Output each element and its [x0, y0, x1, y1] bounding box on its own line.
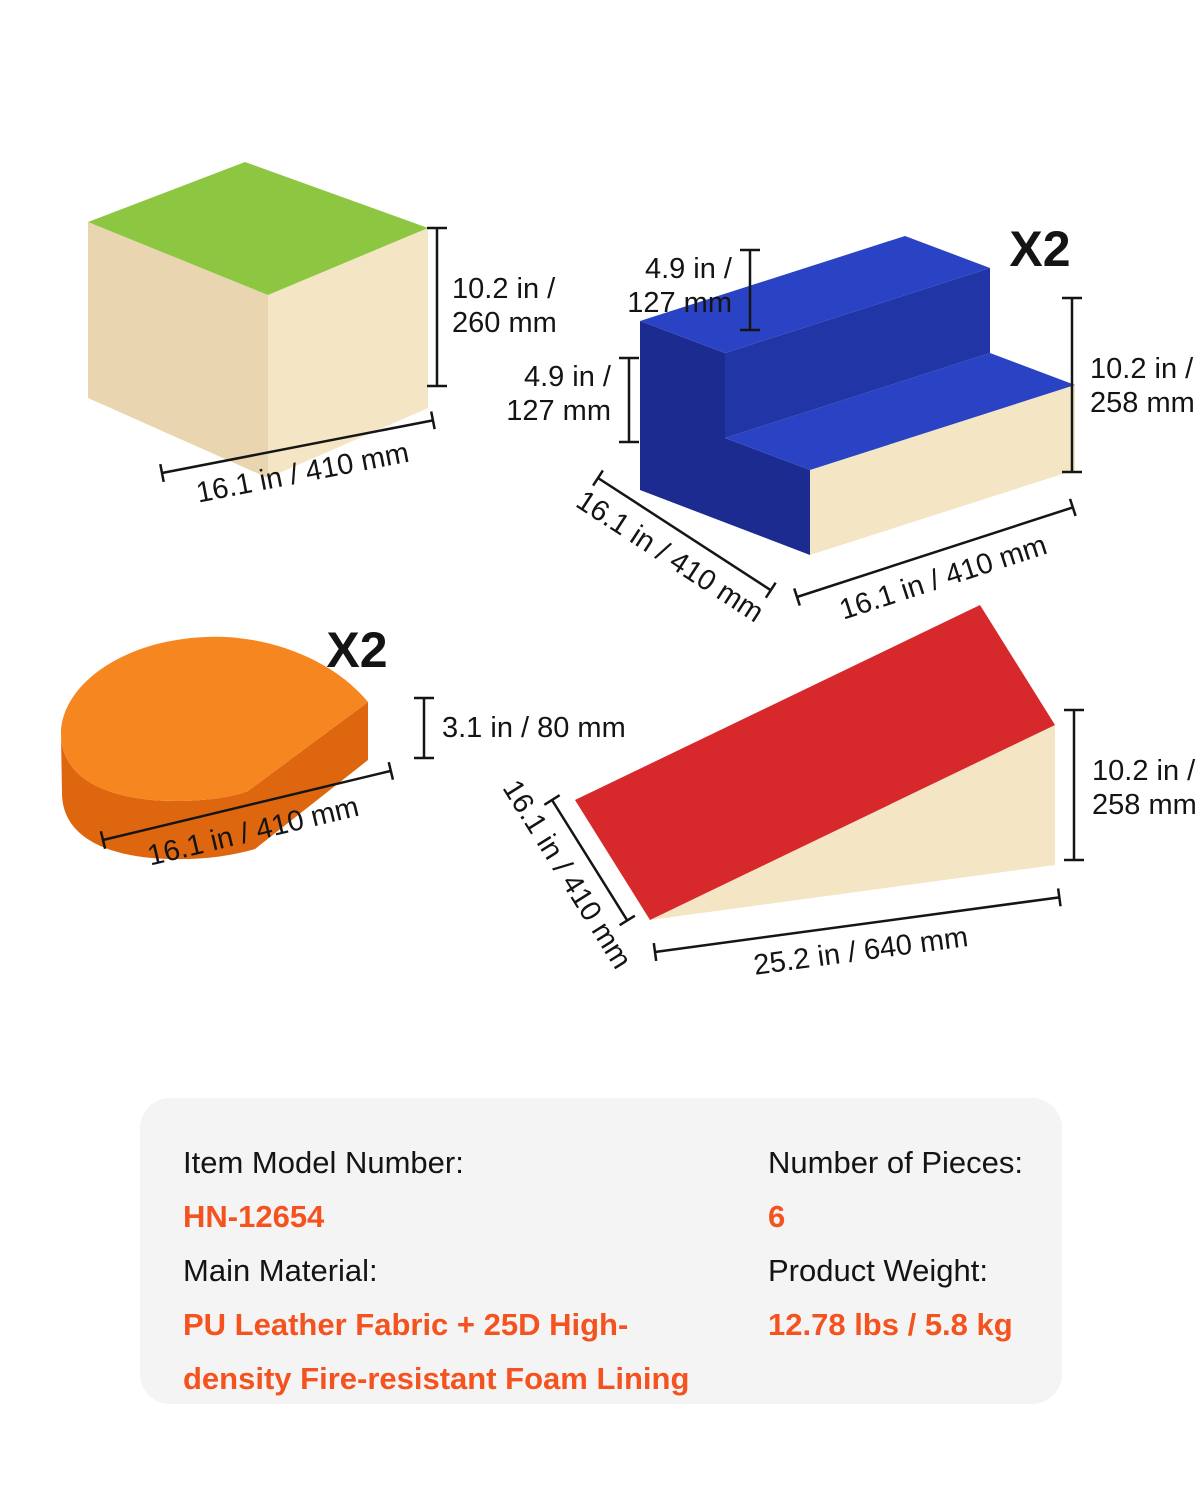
steps-top-rise-label-line2: 127 mm: [627, 287, 732, 319]
info-card-left-column: Item Model Number: HN-12654 Main Materia…: [183, 1136, 689, 1406]
ramp-length-dimension-line: [652, 888, 1062, 962]
steps-block: [640, 236, 1075, 555]
ramp-height-dimension: 10.2 in / 258 mm: [1064, 708, 1197, 862]
material-value-line1: PU Leather Fabric + 25D High-: [183, 1307, 629, 1342]
cube-height-dimension-line: [427, 226, 447, 388]
steps-bottom-rise-label-line1: 4.9 in /: [524, 361, 612, 393]
steps-front-face: [810, 385, 1075, 555]
cube-block: [88, 162, 428, 478]
quarter-top-face: [60, 636, 368, 801]
ramp-length-label: 25.2 in / 640 mm: [752, 921, 970, 982]
quarter-block: [60, 636, 368, 860]
steps-top-rise-label-line1: 4.9 in /: [645, 253, 733, 285]
steps-height-label-line2: 258 mm: [1090, 387, 1195, 419]
steps-height-dimension: 10.2 in / 258 mm: [1062, 296, 1195, 474]
steps-bottom-rise-label-line2: 127 mm: [506, 395, 611, 427]
dimensions-diagram: 10.2 in / 260 mm 16.1 in / 410 mm X2 4.9…: [60, 162, 1197, 982]
steps-width-label: 16.1 in / 410 mm: [836, 529, 1051, 626]
steps-upper-riser-face: [725, 268, 990, 438]
steps-depth-dimension-line: [592, 469, 777, 599]
item-model-value: HN-12654: [183, 1199, 325, 1234]
pieces-label: Number of Pieces:: [768, 1145, 1023, 1180]
ramp-depth-dimension-line: [543, 794, 636, 927]
weight-label: Product Weight:: [768, 1253, 988, 1288]
cube-top-face: [88, 162, 428, 295]
quarter-height-label: 3.1 in / 80 mm: [442, 712, 626, 744]
cube-height-label-line2: 260 mm: [452, 307, 557, 339]
weight-value: 12.78 lbs / 5.8 kg: [768, 1307, 1013, 1342]
cube-width-dimension-line: [159, 411, 436, 483]
steps-bottom-rise-dimension-line: [619, 356, 639, 444]
steps-width-dimension-line: [793, 498, 1077, 606]
steps-height-label-line1: 10.2 in /: [1090, 353, 1194, 385]
ramp-block: [575, 605, 1055, 920]
cube-height-label-line1: 10.2 in /: [452, 273, 556, 305]
steps-upper-tread-face: [640, 236, 990, 353]
cube-left-face: [88, 222, 268, 478]
steps-lower-tread-face: [725, 353, 1075, 470]
ramp-height-dimension-line: [1064, 708, 1084, 862]
item-model-label: Item Model Number:: [183, 1145, 464, 1180]
info-card-right-column: Number of Pieces: 6 Product Weight: 12.7…: [768, 1136, 1023, 1352]
quarter-height-dimension-line: [414, 696, 434, 760]
steps-quantity-badge: X2: [1009, 221, 1070, 277]
steps-top-rise-dimension: 4.9 in / 127 mm: [627, 248, 760, 332]
ramp-height-label-line1: 10.2 in /: [1092, 755, 1196, 787]
steps-height-dimension-line: [1062, 296, 1082, 474]
ramp-slope-face: [575, 605, 1055, 920]
material-label: Main Material:: [183, 1253, 378, 1288]
quarter-side-face: [61, 702, 368, 860]
quarter-height-dimension: 3.1 in / 80 mm: [414, 696, 626, 760]
product-info-card: Item Model Number: HN-12654 Main Materia…: [140, 1098, 1062, 1404]
ramp-height-label-line2: 258 mm: [1092, 789, 1197, 821]
steps-bottom-rise-dimension: 4.9 in / 127 mm: [506, 356, 639, 444]
steps-top-rise-dimension-line: [740, 248, 760, 332]
quarter-quantity-badge: X2: [326, 622, 387, 678]
cube-height-dimension: 10.2 in / 260 mm: [427, 226, 557, 388]
cube-right-face: [268, 228, 428, 478]
quarter-width-dimension-line: [99, 761, 395, 850]
material-value-line2: density Fire-resistant Foam Lining: [183, 1361, 690, 1396]
pieces-value: 6: [768, 1199, 786, 1234]
